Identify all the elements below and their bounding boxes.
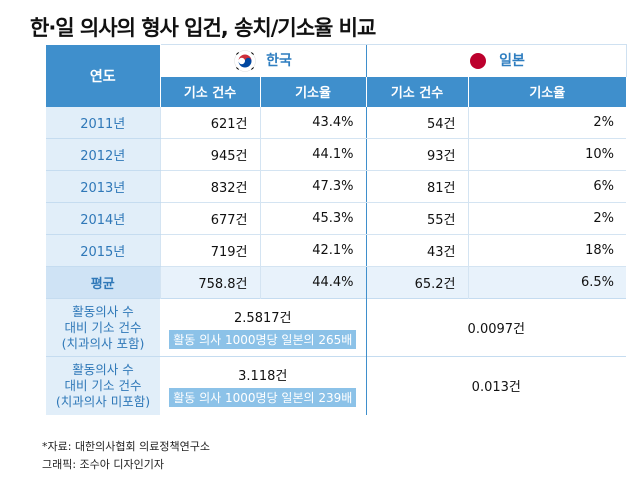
- year-cell: 2013년: [46, 170, 160, 203]
- ratio-japan-value: 0.0097건: [365, 298, 627, 357]
- table-row: 2014년 677건 45.3% 55건 2%: [46, 202, 627, 235]
- ratio-row: 활동의사 수 대비 기소 건수 (치과의사 포함) 2.5817건 활동 의사 …: [46, 298, 627, 357]
- korea-cases-header: 기소 건수: [159, 76, 260, 107]
- jp-cases-cell: 54건: [365, 106, 469, 139]
- japan-cases-header: 기소 건수: [365, 76, 469, 107]
- kr-cases-cell: 677건: [159, 202, 260, 235]
- japan-flag-icon: [470, 52, 487, 69]
- avg-kr-rate: 44.4%: [259, 266, 367, 299]
- ratio-japan-value: 0.013건: [365, 356, 627, 415]
- jp-rate-cell: 10%: [467, 138, 627, 171]
- japan-header: 일본: [365, 44, 627, 77]
- ratio-korea-note: 활동 의사 1000명당 일본의 239배: [169, 387, 357, 407]
- kr-rate-cell: 45.3%: [259, 202, 367, 235]
- ratio-label-line: 활동의사 수: [72, 361, 134, 377]
- kr-rate-cell: 42.1%: [259, 234, 367, 267]
- ratio-korea-value: 3.118건: [238, 368, 288, 384]
- ratio-label: 활동의사 수 대비 기소 건수 (치과의사 포함): [46, 298, 160, 357]
- jp-cases-cell: 93건: [365, 138, 469, 171]
- jp-cases-cell: 55건: [365, 202, 469, 235]
- kr-cases-cell: 832건: [159, 170, 260, 203]
- ratio-label-line: (치과의사 포함): [61, 335, 145, 351]
- table-row: 2012년 945건 44.1% 93건 10%: [46, 138, 627, 171]
- ratio-label-line: 활동의사 수: [72, 303, 134, 319]
- avg-jp-cases: 65.2건: [365, 266, 469, 299]
- kr-cases-cell: 621건: [159, 106, 260, 139]
- ratio-korea-cell: 3.118건 활동 의사 1000명당 일본의 239배: [160, 356, 367, 415]
- ratio-korea-cell: 2.5817건 활동 의사 1000명당 일본의 265배: [160, 298, 367, 357]
- year-column-header: 연도: [46, 44, 161, 107]
- chart-title: 한·일 의사의 형사 입건, 송치/기소율 비교: [30, 16, 376, 40]
- average-row: 평균 758.8건 44.4% 65.2건 6.5%: [46, 266, 627, 299]
- ratio-label: 활동의사 수 대비 기소 건수 (치과의사 미포함): [46, 356, 160, 415]
- avg-jp-rate: 6.5%: [467, 266, 627, 299]
- average-label: 평균: [46, 266, 160, 299]
- jp-rate-cell: 18%: [467, 234, 627, 267]
- year-cell: 2011년: [46, 106, 160, 139]
- ratio-label-line: 대비 기소 건수: [64, 377, 142, 393]
- jp-rate-cell: 2%: [467, 202, 627, 235]
- kr-rate-cell: 43.4%: [259, 106, 367, 139]
- jp-cases-cell: 81건: [365, 170, 469, 203]
- comparison-table: 연도 한국 일본 기소 건수 기소율 기소 건수 기소율 2011년 621건 …: [46, 44, 627, 415]
- table-row: 2015년 719건 42.1% 43건 18%: [46, 234, 627, 267]
- ratio-korea-value: 2.5817건: [234, 310, 292, 326]
- ratio-label-line: 대비 기소 건수: [64, 319, 142, 335]
- kr-cases-cell: 719건: [159, 234, 260, 267]
- avg-kr-cases: 758.8건: [159, 266, 260, 299]
- year-cell: 2012년: [46, 138, 160, 171]
- ratio-korea-note: 활동 의사 1000명당 일본의 265배: [169, 329, 357, 349]
- jp-rate-cell: 2%: [467, 106, 627, 139]
- kr-rate-cell: 47.3%: [259, 170, 367, 203]
- year-cell: 2015년: [46, 234, 160, 267]
- kr-cases-cell: 945건: [159, 138, 260, 171]
- japan-label: 일본: [499, 52, 525, 69]
- table-row: 2013년 832건 47.3% 81건 6%: [46, 170, 627, 203]
- korea-rate-header: 기소율: [259, 76, 367, 107]
- ratio-row: 활동의사 수 대비 기소 건수 (치과의사 미포함) 3.118건 활동 의사 …: [46, 356, 627, 415]
- japan-rate-header: 기소율: [467, 76, 627, 107]
- source-note: *자료: 대한의사협회 의료정책연구소: [42, 440, 210, 453]
- jp-cases-cell: 43건: [365, 234, 469, 267]
- jp-rate-cell: 6%: [467, 170, 627, 203]
- ratio-label-line: (치과의사 미포함): [55, 393, 151, 409]
- korea-header: 한국: [159, 44, 367, 77]
- year-cell: 2014년: [46, 202, 160, 235]
- korea-flag-icon: [234, 50, 256, 72]
- graphic-credit: 그래픽: 조수아 디자인기자: [42, 458, 165, 471]
- korea-label: 한국: [266, 52, 292, 69]
- kr-rate-cell: 44.1%: [259, 138, 367, 171]
- table-row: 2011년 621건 43.4% 54건 2%: [46, 106, 627, 139]
